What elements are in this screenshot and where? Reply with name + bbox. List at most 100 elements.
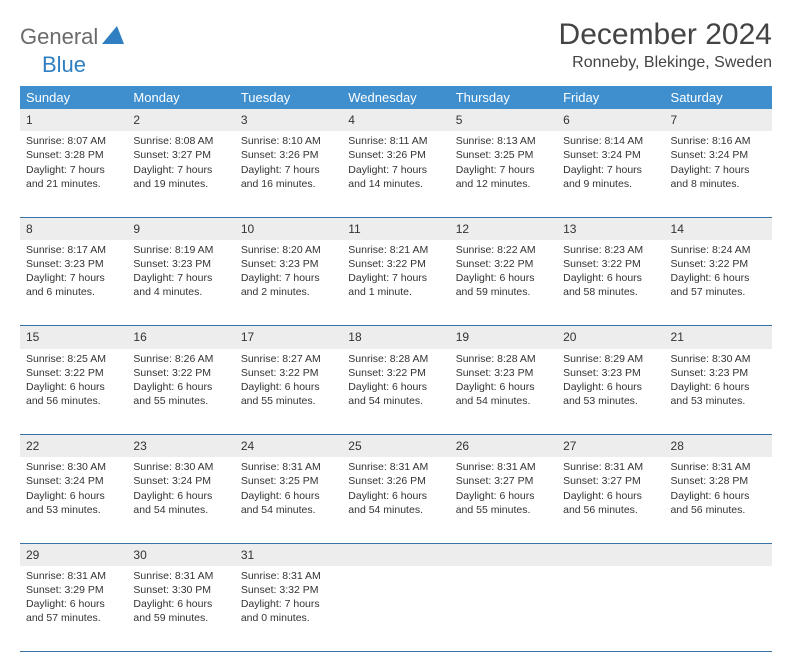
day-cell-body: Sunrise: 8:17 AMSunset: 3:23 PMDaylight:… (20, 240, 127, 305)
day-header: Wednesday (342, 86, 449, 109)
sunrise-text: Sunrise: 8:31 AM (133, 569, 228, 583)
daylight-text-2: and 16 minutes. (241, 177, 336, 191)
day-cell: Sunrise: 8:30 AMSunset: 3:24 PMDaylight:… (20, 457, 127, 543)
day-cell: Sunrise: 8:28 AMSunset: 3:23 PMDaylight:… (450, 349, 557, 435)
day-number-cell: 24 (235, 435, 342, 458)
day-cell (450, 566, 557, 652)
day-header: Saturday (665, 86, 772, 109)
daylight-text-1: Daylight: 7 hours (133, 271, 228, 285)
sunrise-text: Sunrise: 8:24 AM (671, 243, 766, 257)
day-number-cell: 11 (342, 217, 449, 240)
day-header: Friday (557, 86, 664, 109)
day-number-cell: 12 (450, 217, 557, 240)
calendar-table: Sunday Monday Tuesday Wednesday Thursday… (20, 86, 772, 652)
day-cell-body: Sunrise: 8:10 AMSunset: 3:26 PMDaylight:… (235, 131, 342, 196)
daylight-text-2: and 21 minutes. (26, 177, 121, 191)
day-cell: Sunrise: 8:23 AMSunset: 3:22 PMDaylight:… (557, 240, 664, 326)
day-number-cell: 7 (665, 109, 772, 131)
sunset-text: Sunset: 3:22 PM (348, 366, 443, 380)
sunset-text: Sunset: 3:32 PM (241, 583, 336, 597)
calendar-page: General December 2024 Ronneby, Blekinge,… (0, 0, 792, 670)
day-number-row: 15161718192021 (20, 326, 772, 349)
sunrise-text: Sunrise: 8:31 AM (26, 569, 121, 583)
daylight-text-1: Daylight: 6 hours (26, 380, 121, 394)
daylight-text-2: and 58 minutes. (563, 285, 658, 299)
sunrise-text: Sunrise: 8:31 AM (671, 460, 766, 474)
daylight-text-1: Daylight: 6 hours (671, 271, 766, 285)
daylight-text-1: Daylight: 7 hours (563, 163, 658, 177)
daylight-text-2: and 56 minutes. (563, 503, 658, 517)
day-number-cell: 31 (235, 543, 342, 566)
daylight-text-1: Daylight: 6 hours (26, 489, 121, 503)
day-cell-body: Sunrise: 8:24 AMSunset: 3:22 PMDaylight:… (665, 240, 772, 305)
sunrise-text: Sunrise: 8:14 AM (563, 134, 658, 148)
daylight-text-2: and 53 minutes. (671, 394, 766, 408)
daylight-text-1: Daylight: 7 hours (241, 163, 336, 177)
day-number-cell: 18 (342, 326, 449, 349)
day-header: Monday (127, 86, 234, 109)
day-cell-body: Sunrise: 8:13 AMSunset: 3:25 PMDaylight:… (450, 131, 557, 196)
sunset-text: Sunset: 3:23 PM (456, 366, 551, 380)
sunset-text: Sunset: 3:26 PM (348, 474, 443, 488)
day-cell: Sunrise: 8:31 AMSunset: 3:25 PMDaylight:… (235, 457, 342, 543)
daylight-text-1: Daylight: 6 hours (241, 380, 336, 394)
sunset-text: Sunset: 3:27 PM (456, 474, 551, 488)
daylight-text-2: and 14 minutes. (348, 177, 443, 191)
day-cell-body: Sunrise: 8:31 AMSunset: 3:27 PMDaylight:… (557, 457, 664, 522)
day-cell-body: Sunrise: 8:31 AMSunset: 3:25 PMDaylight:… (235, 457, 342, 522)
day-number-cell: 15 (20, 326, 127, 349)
day-cell: Sunrise: 8:31 AMSunset: 3:29 PMDaylight:… (20, 566, 127, 652)
day-header: Sunday (20, 86, 127, 109)
day-number-row: 891011121314 (20, 217, 772, 240)
day-cell-body: Sunrise: 8:16 AMSunset: 3:24 PMDaylight:… (665, 131, 772, 196)
day-cell-body: Sunrise: 8:31 AMSunset: 3:26 PMDaylight:… (342, 457, 449, 522)
day-number-cell: 1 (20, 109, 127, 131)
day-number-cell: 4 (342, 109, 449, 131)
daylight-text-2: and 53 minutes. (563, 394, 658, 408)
day-cell: Sunrise: 8:28 AMSunset: 3:22 PMDaylight:… (342, 349, 449, 435)
daylight-text-1: Daylight: 7 hours (348, 271, 443, 285)
day-header: Thursday (450, 86, 557, 109)
day-number-cell: 30 (127, 543, 234, 566)
day-number-cell: 22 (20, 435, 127, 458)
sunrise-text: Sunrise: 8:28 AM (456, 352, 551, 366)
day-cell: Sunrise: 8:14 AMSunset: 3:24 PMDaylight:… (557, 131, 664, 217)
day-cell: Sunrise: 8:31 AMSunset: 3:30 PMDaylight:… (127, 566, 234, 652)
day-number-cell: 26 (450, 435, 557, 458)
day-header-row: Sunday Monday Tuesday Wednesday Thursday… (20, 86, 772, 109)
day-number-cell: 8 (20, 217, 127, 240)
sunrise-text: Sunrise: 8:07 AM (26, 134, 121, 148)
day-cell (342, 566, 449, 652)
sunset-text: Sunset: 3:24 PM (133, 474, 228, 488)
sunrise-text: Sunrise: 8:21 AM (348, 243, 443, 257)
sunset-text: Sunset: 3:25 PM (456, 148, 551, 162)
daylight-text-2: and 56 minutes. (671, 503, 766, 517)
sunrise-text: Sunrise: 8:31 AM (456, 460, 551, 474)
sunset-text: Sunset: 3:23 PM (133, 257, 228, 271)
location-text: Ronneby, Blekinge, Sweden (559, 54, 772, 72)
day-number-cell: 6 (557, 109, 664, 131)
day-number-cell (557, 543, 664, 566)
day-cell-body: Sunrise: 8:25 AMSunset: 3:22 PMDaylight:… (20, 349, 127, 414)
day-number-cell: 16 (127, 326, 234, 349)
sunrise-text: Sunrise: 8:30 AM (133, 460, 228, 474)
sunrise-text: Sunrise: 8:27 AM (241, 352, 336, 366)
day-cell: Sunrise: 8:08 AMSunset: 3:27 PMDaylight:… (127, 131, 234, 217)
day-number-row: 1234567 (20, 109, 772, 131)
day-number-cell: 17 (235, 326, 342, 349)
daylight-text-2: and 55 minutes. (456, 503, 551, 517)
logo-triangle-icon (102, 26, 124, 49)
daylight-text-2: and 54 minutes. (348, 394, 443, 408)
sunrise-text: Sunrise: 8:19 AM (133, 243, 228, 257)
daylight-text-2: and 54 minutes. (133, 503, 228, 517)
sunset-text: Sunset: 3:22 PM (671, 257, 766, 271)
sunrise-text: Sunrise: 8:13 AM (456, 134, 551, 148)
day-content-row: Sunrise: 8:31 AMSunset: 3:29 PMDaylight:… (20, 566, 772, 652)
sunrise-text: Sunrise: 8:08 AM (133, 134, 228, 148)
sunrise-text: Sunrise: 8:31 AM (241, 569, 336, 583)
daylight-text-2: and 57 minutes. (671, 285, 766, 299)
sunrise-text: Sunrise: 8:31 AM (241, 460, 336, 474)
daylight-text-2: and 12 minutes. (456, 177, 551, 191)
daylight-text-1: Daylight: 6 hours (133, 380, 228, 394)
logo-text-blue: Blue (42, 52, 86, 77)
